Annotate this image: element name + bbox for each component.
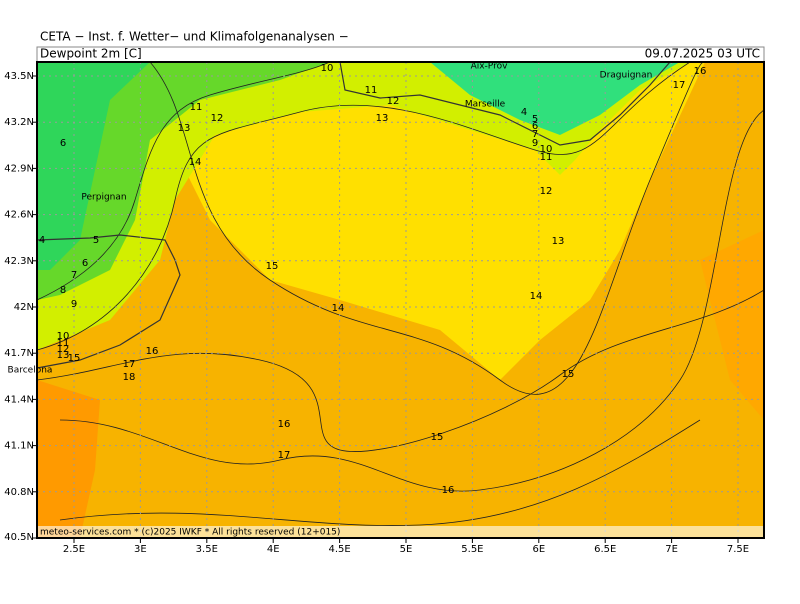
contour-label: 15 [562,369,575,380]
contour-label: 12 [57,344,70,355]
contour-label: 13 [57,350,70,361]
contour-label: 6 [82,258,88,269]
isoline [37,62,331,301]
longitude-label: 6.5E [594,544,616,555]
map-fields [37,62,764,538]
latitude-label: 40.5N [4,532,34,543]
contour-label: 7 [71,270,77,281]
contour-label: 16 [146,346,159,357]
copyright: meteo-services.com * (c)2025 IWKF * All … [40,528,340,538]
place-name: Marseille [465,100,506,110]
product-title: Dewpoint 2m [C] [40,47,142,61]
contour-label: 4 [39,235,45,246]
longitude-label: 3E [134,544,147,555]
contour-label: 10 [321,63,334,74]
field-deep-green [37,62,150,270]
contour-label: 15 [266,261,279,272]
contour-label: 10 [57,331,70,342]
longitude-label: 7E [665,544,678,555]
place-name: Perpignan [81,193,126,203]
contour-label: 18 [123,372,136,383]
isoline [149,62,705,395]
contour-label: 14 [189,157,202,168]
contour-label: 9 [532,138,538,149]
contour-label: 14 [530,291,543,302]
latitude-label: 43.5N [4,71,34,82]
contour-label: 13 [178,123,191,134]
longitude-label: 3.5E [196,544,218,555]
contour-label: 9 [71,299,77,310]
field-deep-green [430,62,680,135]
latitude-label: 42.6N [4,210,34,221]
contour-label: 12 [211,113,224,124]
isoline [37,62,691,351]
contour-label: 4 [521,107,527,118]
latitude-label: 41.4N [4,394,34,405]
contour-label: 6 [532,121,538,132]
place-name: Aix-Prov [471,62,509,72]
isoline [59,109,764,492]
agency-title: CETA − Inst. f. Wetter− und Klimafolgena… [40,30,349,44]
field-dark-orange [37,380,100,538]
contour-label: 11 [190,102,203,113]
contour-label: 17 [123,359,136,370]
place-name: Barcelona [8,366,53,376]
contour-label: 15 [68,353,81,364]
isoline [59,419,701,526]
contour-label: 17 [673,80,686,91]
field-lime [37,62,690,350]
place-name: Draguignan [600,71,653,81]
field-dark-orange [700,230,764,420]
contour-label: 15 [431,432,444,443]
graticule [37,62,764,538]
longitude-label: 7.5E [727,544,749,555]
contour-label: 16 [278,419,291,430]
latitude-label: 42N [14,302,34,313]
coastline [339,62,671,146]
contour-label: 13 [376,113,389,124]
contour-label: 11 [365,85,378,96]
contour-label: 8 [60,285,66,296]
contour-label: 11 [57,338,70,349]
isoline [37,289,764,452]
contour-label: 17 [278,450,291,461]
longitude-label: 6E [532,544,545,555]
longitude-label: 5.5E [461,544,483,555]
latitude-label: 41.7N [4,348,34,359]
field-green [37,62,330,300]
contour-label: 11 [540,152,553,163]
longitude-label: 4E [267,544,280,555]
plot-frame [36,61,765,539]
longitude-label: 2.5E [63,544,85,555]
contour-label: 5 [93,235,99,246]
contour-label: 12 [540,186,553,197]
latitude-label: 42.3N [4,256,34,267]
latitude-label: 42.9N [4,163,34,174]
contour-label: 5 [532,114,538,125]
contour-label: 14 [332,303,345,314]
contour-label: 7 [532,129,538,140]
latitude-label: 40.8N [4,487,34,498]
coastline [37,234,181,369]
contour-label: 6 [60,138,66,149]
longitude-label: 5E [400,544,413,555]
contour-label: 16 [442,485,455,496]
contour-label: 16 [694,66,707,77]
valid-time: 09.07.2025 03 UTC [645,47,760,61]
footer-band [38,526,763,537]
longitude-label: 4.5E [328,544,350,555]
contour-label: 10 [540,144,553,155]
latitude-label: 43.2N [4,117,34,128]
contour-label: 12 [387,96,400,107]
contour-label: 13 [552,236,565,247]
latitude-label: 41.1N [4,441,34,452]
